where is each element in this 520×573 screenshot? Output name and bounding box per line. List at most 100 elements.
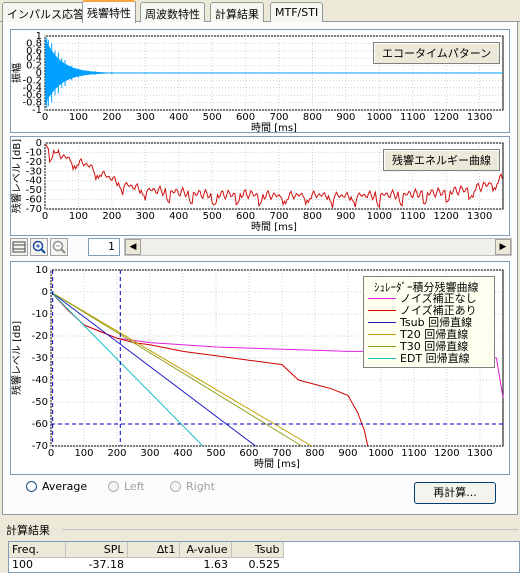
- tab-impulse-response[interactable]: インパルス応答: [2, 2, 89, 22]
- legend-label: T20 回帰直線: [400, 328, 469, 341]
- cell-freq: 100: [12, 558, 33, 572]
- y-tick-label: 1: [36, 31, 42, 42]
- average-label: Average: [42, 480, 88, 493]
- legend-item: T20 回帰直線: [368, 329, 468, 341]
- x-tick-label: 800: [303, 112, 322, 123]
- zoom-in-icon: [32, 240, 46, 254]
- recalculate-button[interactable]: 再計算...: [414, 482, 496, 504]
- legend-label: EDT 回帰直線: [400, 352, 470, 365]
- x-tick-label: 900: [336, 112, 355, 123]
- x-tick-label: 700: [269, 211, 288, 222]
- y-tick-label: 0.6: [26, 46, 42, 57]
- y-tick-label: 0: [42, 287, 48, 298]
- legend-item: ノイズ補正なし: [368, 293, 477, 305]
- legend-swatch: [368, 346, 396, 347]
- y-tick-label: -50: [32, 397, 48, 408]
- y-tick-label: -0.2: [22, 75, 42, 86]
- zoom-in-button[interactable]: [30, 238, 48, 256]
- y-tick-label: 0.2: [26, 61, 42, 72]
- col-tsub[interactable]: Tsub: [231, 542, 284, 558]
- horizontal-scrollbar[interactable]: ◀ ▶: [124, 238, 512, 256]
- x-axis-label: 時間 [ms]: [254, 458, 300, 470]
- x-tick-label: 1200: [433, 211, 458, 222]
- legend-label: Tsub 回帰直線: [400, 316, 473, 329]
- chevron-right-icon: ▶: [499, 242, 507, 252]
- echo-legend: エコータイムパターン: [373, 42, 501, 64]
- x-tick-label: 1300: [467, 211, 492, 222]
- tab-calculation-results[interactable]: 計算結果: [210, 2, 264, 22]
- y-tick-label: -0.8: [22, 98, 42, 109]
- y-axis-label: 残響レベル [dB]: [11, 321, 23, 395]
- x-tick-label: 300: [140, 448, 159, 459]
- y-tick-label: -0.4: [22, 83, 42, 94]
- x-tick-label: 1100: [401, 448, 426, 459]
- x-tick-label: 400: [169, 112, 188, 123]
- x-tick-label: 1300: [467, 112, 492, 123]
- x-tick-label: 1200: [434, 448, 459, 459]
- legend-label: T30 回帰直線: [400, 340, 469, 353]
- average-radio[interactable]: Average: [26, 480, 87, 493]
- col-dt1[interactable]: ∆t1: [127, 542, 180, 558]
- left-label: Left: [124, 480, 145, 493]
- x-tick-label: 600: [236, 112, 255, 123]
- schroeder-series-line: [50, 291, 312, 447]
- x-tick-label: 500: [203, 211, 222, 222]
- x-tick-label: 700: [269, 112, 288, 123]
- x-tick-label: 1300: [467, 448, 492, 459]
- y-tick-label: 0: [36, 138, 42, 149]
- echo-time-pattern-panel: 0 100 200 300 400 500 600 700 800 900 1000 1100 1200…: [10, 29, 510, 134]
- radio-circle: [170, 481, 181, 492]
- energy-series-line: [44, 144, 503, 209]
- legend-item: Tsub 回帰直線: [368, 317, 472, 329]
- x-tick-label: 1100: [400, 112, 425, 123]
- right-radio[interactable]: Right: [170, 480, 215, 493]
- col-spl[interactable]: SPL: [65, 542, 128, 558]
- y-tick-label: -0.6: [22, 90, 42, 101]
- radio-circle: [108, 481, 119, 492]
- results-section-title: 計算結果: [6, 524, 50, 537]
- page-number-field[interactable]: 1: [88, 238, 120, 256]
- col-freq[interactable]: Freq.: [9, 542, 66, 558]
- scroll-right-button[interactable]: ▶: [495, 239, 511, 255]
- y-tick-label: -70: [32, 441, 48, 452]
- x-axis-label: 時間 [ms]: [251, 221, 297, 233]
- tab-mtf-sti[interactable]: MTF/STI: [270, 2, 324, 22]
- y-tick-label: -20: [32, 331, 48, 342]
- y-tick-label: -40: [32, 375, 48, 386]
- schroeder-series-line: [50, 291, 303, 447]
- fit-view-button[interactable]: [10, 238, 28, 256]
- tab-frequency-characteristics[interactable]: 周波数特性: [140, 2, 205, 22]
- x-tick-label: 500: [206, 448, 225, 459]
- x-tick-label: 900: [336, 211, 355, 222]
- results-table-panel: Freq. SPL ∆t1 A-value Tsub 100 -37.18 1.…: [8, 541, 520, 573]
- y-tick-label: 10: [35, 265, 48, 276]
- x-tick-label: 600: [239, 448, 258, 459]
- energy-legend: 残響エネルギー曲線: [383, 149, 500, 171]
- y-tick-label: 0: [36, 68, 42, 79]
- scroll-left-button[interactable]: ◀: [125, 239, 141, 255]
- zoom-out-icon: [52, 240, 66, 254]
- table-row[interactable]: 100 -37.18 1.63 0.525: [9, 557, 283, 572]
- legend-swatch: [368, 358, 396, 359]
- x-tick-label: 0: [42, 211, 48, 222]
- legend-swatch: [368, 298, 396, 299]
- y-tick-label: -30: [32, 353, 48, 364]
- col-a-value[interactable]: A-value: [179, 542, 232, 558]
- x-tick-label: 400: [169, 211, 188, 222]
- x-tick-label: 100: [69, 112, 88, 123]
- cell-spl: -37.18: [88, 558, 124, 572]
- y-tick-label: -30: [26, 166, 42, 177]
- right-label: Right: [186, 480, 215, 493]
- y-tick-label: -50: [26, 185, 42, 196]
- x-tick-label: 800: [305, 448, 324, 459]
- x-tick-label: 900: [338, 448, 357, 459]
- legend-item: T30 回帰直線: [368, 341, 468, 353]
- y-tick-label: -40: [26, 176, 42, 187]
- tab-reverb-characteristics[interactable]: 残響特性: [82, 0, 136, 23]
- tab-strip: インパルス応答 残響特性 周波数特性 計算結果 MTF/STI: [0, 0, 520, 23]
- left-radio[interactable]: Left: [108, 480, 145, 493]
- zoom-out-button[interactable]: [50, 238, 68, 256]
- legend-swatch: [368, 310, 396, 311]
- reverb-energy-panel: 0 100 200 300 400 500 600 700 800 900 1000 1100 1200…: [10, 136, 510, 236]
- radio-circle: [26, 481, 37, 492]
